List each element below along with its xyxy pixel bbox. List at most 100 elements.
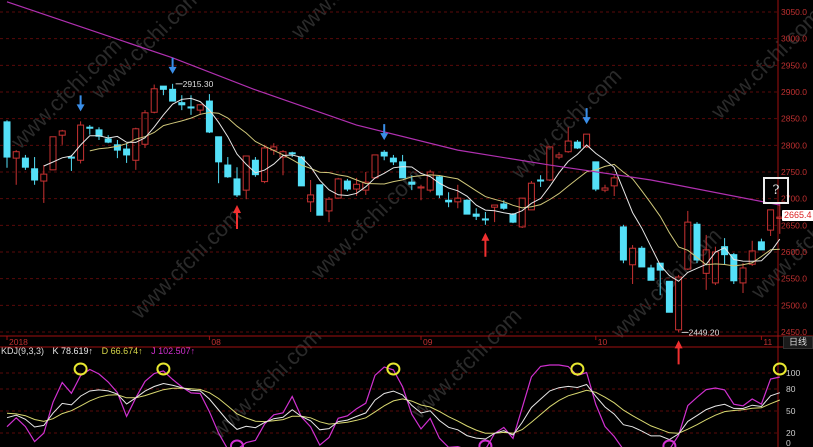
y-tick-label: 3000.0 <box>781 34 807 44</box>
candle-down <box>233 178 241 196</box>
candle-up <box>334 178 342 199</box>
x-tick-label: 2018 <box>9 337 28 347</box>
candle-down <box>224 164 232 178</box>
candle-down <box>509 213 517 223</box>
ma-long-line <box>6 1 780 206</box>
period-daily-button[interactable]: 日线 <box>783 336 813 349</box>
candle-down <box>343 180 351 190</box>
kdj-tick-label: 100 <box>786 368 800 378</box>
candle-up <box>40 173 48 182</box>
y-tick-label: 2600.0 <box>781 247 807 257</box>
candle-down <box>67 156 75 159</box>
candle-down <box>123 148 131 156</box>
y-tick-label: 2450.0 <box>781 327 807 337</box>
high-price-label: 2915.30 <box>183 79 214 89</box>
candle-down <box>481 218 489 221</box>
candle-down <box>288 152 296 155</box>
candle-up <box>242 155 250 191</box>
candle-down <box>463 199 471 215</box>
candle-up <box>491 204 499 208</box>
buy-arrow-icon <box>233 205 241 230</box>
candle-up <box>748 250 756 265</box>
candle-down <box>3 121 11 158</box>
sell-arrow-icon <box>76 95 85 112</box>
candle-down <box>592 161 600 190</box>
watermark-text: www.cfchi.com <box>205 323 326 444</box>
kdj-tick-label: 20 <box>786 428 796 438</box>
candle-down <box>113 144 121 151</box>
candle-up <box>132 128 140 161</box>
buy-arrow-icon <box>481 232 490 257</box>
candle-down <box>472 213 480 217</box>
candle-down <box>619 226 627 261</box>
candle-up <box>426 171 434 191</box>
overbought-circle-marker <box>156 362 171 376</box>
watermark-text: www.cfchi.com <box>405 303 526 424</box>
sell-arrow-icon <box>168 57 177 74</box>
y-tick-label: 2950.0 <box>781 60 807 70</box>
kdj-title: KDJ(9,3,3) <box>1 346 45 356</box>
oversold-circle-marker <box>230 439 244 447</box>
y-tick-label: 2750.0 <box>781 167 807 177</box>
x-tick-label: 11 <box>763 337 772 347</box>
oversold-circle-marker <box>662 439 677 447</box>
kdj-tick-label: 80 <box>786 384 796 394</box>
ma5-line <box>43 97 781 282</box>
candle-up <box>583 133 591 148</box>
candle-down <box>86 126 94 129</box>
kdj-tick-label: 50 <box>786 406 796 416</box>
candle-down <box>730 254 738 282</box>
kdj-j-line <box>6 364 780 447</box>
candle-up <box>518 197 526 228</box>
candle-up <box>702 249 710 274</box>
oversold-circle-marker <box>478 439 493 447</box>
candle-down <box>389 157 397 163</box>
candle-up <box>261 147 269 183</box>
candle-down <box>435 176 443 196</box>
candle-down <box>573 141 581 149</box>
watermark-text: www.cfchi.com <box>285 0 406 44</box>
candle-down <box>251 159 259 176</box>
candle-down <box>316 184 324 216</box>
x-tick-label: 08 <box>211 337 221 347</box>
last-price-tag: 2665.4 <box>782 210 813 221</box>
candle-down <box>665 280 673 313</box>
candle-up <box>739 267 747 284</box>
candle-down <box>693 223 701 261</box>
candle-up <box>564 140 572 153</box>
candle-down <box>104 138 112 143</box>
low-price-label: 2449.20 <box>689 327 720 337</box>
y-tick-label: 2900.0 <box>781 87 807 97</box>
candle-up <box>684 221 692 270</box>
candle-up <box>675 276 683 331</box>
candle-up <box>417 186 425 189</box>
candle-down <box>205 100 213 133</box>
overbought-circle-marker <box>386 362 401 376</box>
y-tick-label: 2500.0 <box>781 300 807 310</box>
candle-up <box>49 136 57 171</box>
y-tick-label: 2850.0 <box>781 114 807 124</box>
candle-up <box>307 194 315 203</box>
candle-down <box>159 85 167 90</box>
candle-up <box>196 104 204 111</box>
candle-up <box>362 181 370 191</box>
candle-down <box>408 181 416 185</box>
y-tick-label: 2800.0 <box>781 140 807 150</box>
candle-up <box>279 151 287 158</box>
candle-down <box>399 161 407 179</box>
candle-down <box>215 136 223 163</box>
kdj-tick-label: 0 <box>786 438 791 447</box>
kdj-legend: KDJ(9,3,3) K 78.619↑ D 66.674↑ J 102.507… <box>1 346 201 356</box>
candle-up <box>767 209 775 231</box>
candle-up <box>353 183 361 190</box>
watermark-text: www.cfchi.com <box>125 203 246 324</box>
kdj-j-value: J 102.507↑ <box>151 346 196 356</box>
candle-up <box>629 247 637 266</box>
help-button[interactable]: ? <box>763 177 789 204</box>
candle-up <box>58 130 66 136</box>
candle-up <box>371 154 379 179</box>
candle-down <box>757 241 765 251</box>
candle-up <box>141 112 149 145</box>
candle-up <box>546 146 554 181</box>
